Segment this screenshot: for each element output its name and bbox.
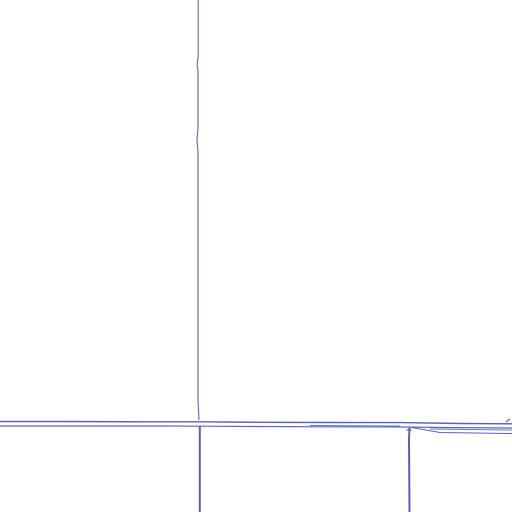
corner-mark — [505, 418, 511, 423]
horizontal-line-blue-segment — [309, 425, 512, 431]
vertical-line-upper — [196, 0, 200, 421]
horizontal-line-bottom — [0, 425, 512, 429]
horizontal-line-right-branch — [411, 427, 512, 434]
vertical-line-lower-right — [407, 426, 411, 512]
horizontal-line-top — [0, 420, 512, 425]
